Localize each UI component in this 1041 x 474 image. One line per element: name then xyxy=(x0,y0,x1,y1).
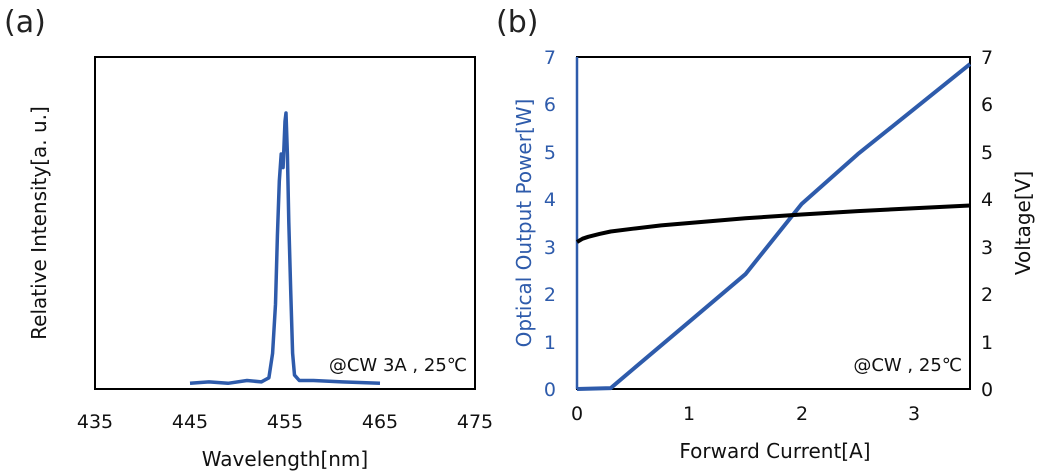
chart-b-x-ticks: 0 1 2 3 xyxy=(571,403,920,425)
chart-b: (b) 0 1 2 3 0 1 2 3 4 5 6 7 0 1 2 3 4 5 … xyxy=(496,5,1035,463)
chart-b-left-y-ticks: 0 1 2 3 4 5 6 7 xyxy=(544,47,556,401)
chart-a-x-tick: 475 xyxy=(457,411,493,433)
chart-b-right-y-tick: 2 xyxy=(981,284,993,306)
chart-a-panel-label: (a) xyxy=(4,5,46,40)
chart-a-annotation: @CW 3A , 25℃ xyxy=(329,355,467,376)
chart-b-left-y-tick: 4 xyxy=(544,189,556,211)
chart-b-left-y-tick: 0 xyxy=(544,379,556,401)
chart-a-x-ticks: 435 445 455 465 475 xyxy=(77,411,493,433)
chart-b-left-y-tick: 5 xyxy=(544,142,556,164)
chart-b-right-y-tick: 3 xyxy=(981,237,993,259)
chart-b-right-y-tick: 4 xyxy=(981,189,993,211)
chart-b-x-tick: 0 xyxy=(571,403,583,425)
chart-b-left-y-tick: 2 xyxy=(544,284,556,306)
chart-b-panel-label: (b) xyxy=(496,5,538,40)
chart-b-right-y-tick: 7 xyxy=(981,47,993,69)
chart-a-x-axis-title: Wavelength[nm] xyxy=(202,447,368,471)
chart-b-series-group xyxy=(575,62,972,391)
chart-b-annotation: @CW , 25℃ xyxy=(853,355,962,376)
spectrum-line xyxy=(189,111,381,386)
chart-b-left-y-axis-title: Optical Output Power[W] xyxy=(512,99,536,348)
chart-a-x-tick: 435 xyxy=(77,411,113,433)
optical-power-line xyxy=(576,62,972,391)
chart-a-series-group xyxy=(189,111,381,386)
chart-b-x-axis-title: Forward Current[A] xyxy=(679,439,870,463)
chart-b-x-tick: 1 xyxy=(683,403,695,425)
chart-b-x-tick: 2 xyxy=(796,403,808,425)
chart-b-left-y-tick: 7 xyxy=(544,47,556,69)
chart-a-x-tick: 455 xyxy=(267,411,303,433)
chart-a-y-axis-title: Relative Intensity[a. u.] xyxy=(27,106,51,340)
chart-a-x-tick: 445 xyxy=(172,411,208,433)
chart-b-left-y-tick: 6 xyxy=(544,94,556,116)
chart-b-right-y-ticks: 0 1 2 3 4 5 6 7 xyxy=(981,47,993,401)
chart-b-x-tick: 3 xyxy=(908,403,920,425)
chart-b-plot-frame xyxy=(576,56,971,390)
voltage-line xyxy=(575,203,971,244)
chart-a: (a) 435 445 455 465 475 Wavelength[nm] R… xyxy=(4,5,493,471)
chart-b-right-y-tick: 6 xyxy=(981,94,993,116)
chart-b-right-y-tick: 1 xyxy=(981,332,993,354)
chart-b-right-y-tick: 5 xyxy=(981,142,993,164)
chart-b-left-y-tick: 3 xyxy=(544,237,556,259)
chart-b-right-y-tick: 0 xyxy=(981,379,993,401)
chart-b-left-y-tick: 1 xyxy=(544,332,556,354)
chart-b-right-y-axis-title: Voltage[V] xyxy=(1011,171,1035,275)
chart-a-plot-frame xyxy=(94,56,476,390)
chart-a-x-tick: 465 xyxy=(362,411,398,433)
